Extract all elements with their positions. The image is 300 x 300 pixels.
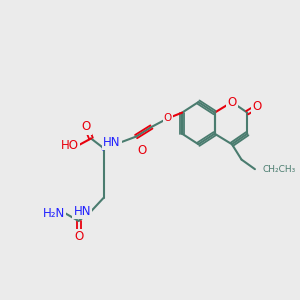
Polygon shape (103, 142, 121, 150)
Text: HN: HN (74, 205, 91, 218)
Text: O: O (74, 230, 83, 243)
Text: H₂N: H₂N (43, 207, 65, 220)
Text: O: O (227, 96, 237, 109)
Text: O: O (137, 143, 146, 157)
Text: HN: HN (103, 136, 121, 149)
Text: O: O (82, 121, 91, 134)
Text: CH₂CH₃: CH₂CH₃ (262, 165, 296, 174)
Text: O: O (252, 100, 262, 113)
Text: O: O (164, 113, 172, 123)
Text: HO: HO (61, 139, 79, 152)
